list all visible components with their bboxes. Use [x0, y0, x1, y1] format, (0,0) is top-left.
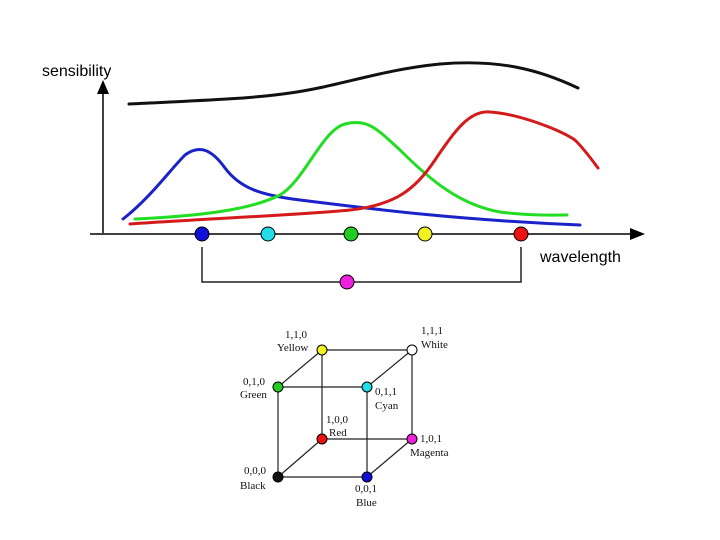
green-curve	[133, 121, 569, 221]
green-coords: 0,1,0	[243, 376, 266, 388]
cube-yellow-dot	[316, 344, 328, 356]
cube-blue-dot	[361, 471, 373, 483]
red-label: Red	[329, 427, 347, 439]
red-dot	[513, 226, 529, 242]
blue-dot	[194, 226, 210, 242]
yellow-label: Yellow	[277, 342, 308, 354]
cube-magenta-dot	[406, 433, 418, 445]
black-coords: 0,0,0	[244, 465, 267, 477]
cyan-label: Cyan	[375, 400, 399, 412]
cyan-dot	[260, 226, 276, 242]
black-label: Black	[240, 480, 266, 492]
cube-cyan-dot	[361, 381, 373, 393]
y-axis-arrowhead	[97, 80, 109, 94]
red-coords: 1,0,0	[326, 414, 349, 426]
luminosity-curve	[127, 61, 580, 106]
cube-edges	[277, 349, 413, 478]
green-dot	[343, 226, 359, 242]
red-curve	[128, 110, 600, 226]
magenta-coords: 1,0,1	[420, 433, 442, 445]
blue-coords: 0,0,1	[355, 483, 377, 495]
cube-black-dot	[272, 471, 284, 483]
sensitivity-graph: sensibility wavelength	[42, 61, 645, 290]
cyan-coords: 0,1,1	[375, 386, 397, 398]
green-label: Green	[240, 389, 267, 401]
y-axis-label: sensibility	[42, 63, 111, 80]
yellow-dot	[417, 226, 433, 242]
blue-curve	[121, 148, 582, 227]
white-coords: 1,1,1	[421, 325, 443, 337]
mix-bracket	[201, 247, 522, 283]
white-label: White	[421, 339, 448, 351]
magenta-dot	[339, 274, 355, 290]
cube-red-dot	[316, 433, 328, 445]
cube-green-dot	[272, 381, 284, 393]
yellow-coords: 1,1,0	[285, 329, 308, 341]
cube-white-dot	[406, 344, 418, 356]
magenta-label: Magenta	[410, 447, 449, 459]
x-axis-arrowhead	[630, 228, 645, 240]
blue-label: Blue	[356, 497, 377, 509]
x-axis-label: wavelength	[539, 249, 621, 266]
rgb-cube: 1,1,0 Yellow 1,1,1 White 0,1,0 Green 0,1…	[240, 325, 449, 509]
